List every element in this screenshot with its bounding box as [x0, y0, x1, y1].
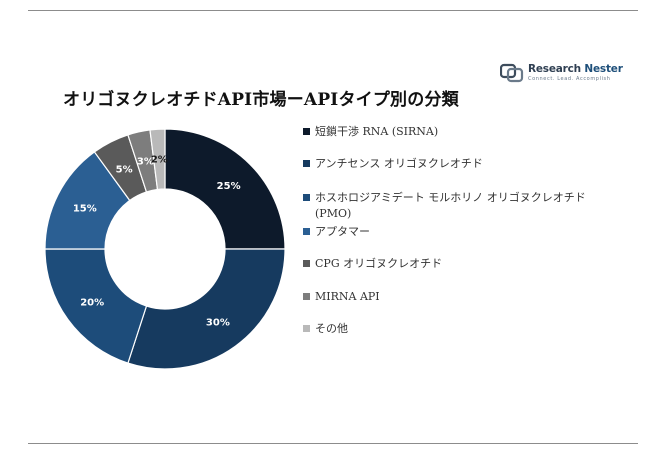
donut-slice-1 — [127, 248, 286, 370]
legend-swatch-2 — [303, 194, 310, 201]
legend-label-3: アプタマー — [315, 225, 370, 238]
legend-item-3: アプタマー — [302, 224, 600, 240]
legend-swatch-1 — [303, 160, 310, 167]
slice-data-label-3: 15% — [73, 204, 97, 215]
bottom-divider — [28, 443, 638, 444]
donut-slice-0 — [164, 128, 286, 250]
legend-swatch-5 — [303, 293, 310, 300]
legend-label-5: MIRNA API — [315, 290, 380, 303]
donut-slice-2 — [44, 248, 148, 364]
brand-wordmark: Research Nester Connect. Lead. Accomplis… — [528, 63, 623, 82]
legend-label-1: アンチセンス オリゴヌクレオチド — [315, 157, 483, 170]
legend-swatch-6 — [303, 325, 310, 332]
slice-data-label-2: 20% — [80, 297, 104, 308]
slice-data-label-1: 30% — [206, 317, 230, 328]
legend-item-1: アンチセンス オリゴヌクレオチド — [302, 156, 600, 172]
legend-label-4: CPG オリゴヌクレオチド — [315, 257, 443, 270]
slice-data-label-5: 3% — [137, 157, 154, 168]
chart-title: オリゴヌクレオチドAPI市場ーAPIタイプ別の分類 — [63, 90, 459, 110]
slice-data-label-0: 25% — [217, 181, 241, 192]
legend-swatch-0 — [303, 128, 310, 135]
legend-item-4: CPG オリゴヌクレオチド — [302, 256, 600, 272]
research-nester-logo-icon — [500, 63, 524, 83]
brand-name-part1: Research — [528, 63, 581, 75]
slice-data-label-6: 2% — [151, 155, 168, 166]
legend-item-2: ホスホロジアミデート モルホリノ オリゴヌクレオチド (PMO) — [302, 190, 600, 222]
brand-name-part2: Nester — [584, 63, 623, 75]
legend-item-6: その他 — [302, 321, 600, 337]
legend-label-6: その他 — [315, 322, 348, 335]
legend-item-5: MIRNA API — [302, 289, 600, 305]
legend-label-2: ホスホロジアミデート モルホリノ オリゴヌクレオチド (PMO) — [315, 191, 586, 220]
top-divider — [28, 10, 638, 11]
brand-tagline: Connect. Lead. Accomplish — [528, 76, 611, 82]
legend-swatch-3 — [303, 228, 310, 235]
legend-label-0: 短鎖干渉 RNA (SIRNA) — [315, 125, 439, 138]
donut-slice-6 — [149, 128, 166, 191]
legend-swatch-4 — [303, 260, 310, 267]
legend-item-0: 短鎖干渉 RNA (SIRNA) — [302, 124, 600, 140]
donut-chart: 25% 30% 20% 15% 5% 3%2% — [44, 128, 286, 370]
slice-data-label-4: 5% — [116, 164, 133, 175]
